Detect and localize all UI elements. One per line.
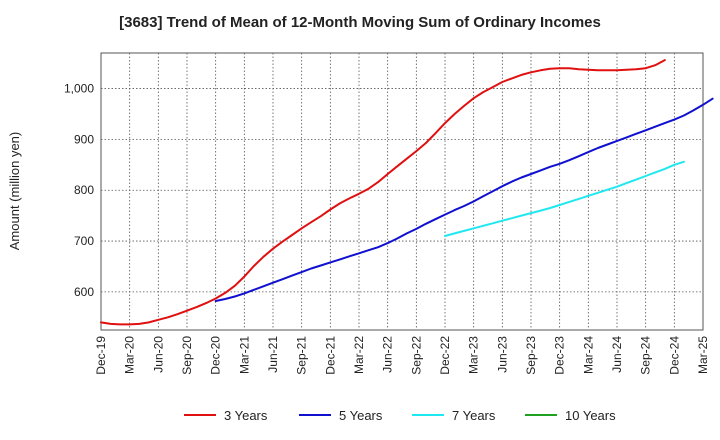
x-tick-label: Dec-24 xyxy=(667,336,681,375)
series-layer xyxy=(100,59,714,326)
y-tick-label: 600 xyxy=(74,285,94,299)
x-tick-label: Jun-23 xyxy=(495,336,509,373)
x-tick-label: Mar-23 xyxy=(467,336,481,374)
x-tick-label: Jun-21 xyxy=(266,336,280,373)
y-axis-title: Amount (million yen) xyxy=(7,132,22,251)
y-tick-label: 900 xyxy=(74,132,94,146)
x-tick-label: Dec-21 xyxy=(323,336,337,375)
x-tick-label: Mar-20 xyxy=(123,336,137,374)
x-tick-labels: Dec-19 Mar-20 Jun-20 Sep-20 Dec-20 Mar-21 Jun-… xyxy=(94,336,710,375)
x-tick-label: Jun-20 xyxy=(151,336,165,373)
x-tick-label: Mar-21 xyxy=(237,336,251,374)
y-tick-label: 800 xyxy=(74,183,94,197)
legend-label: 3 Years xyxy=(224,408,268,423)
x-tick-label: Sep-22 xyxy=(409,336,423,375)
legend: 3 Years 5 Years 7 Years 10 Years xyxy=(184,408,616,423)
series-line-7-years xyxy=(444,160,685,237)
x-tick-label: Sep-20 xyxy=(180,336,194,375)
x-tick-label: Sep-24 xyxy=(639,336,653,375)
plot-frame xyxy=(100,52,704,331)
x-tick-label: Dec-19 xyxy=(94,336,108,375)
series-line-5-years xyxy=(214,97,714,302)
y-tick-label: 1,000 xyxy=(64,82,94,96)
y-tick-label: 700 xyxy=(74,234,94,248)
x-tick-label: Jun-24 xyxy=(610,336,624,373)
x-tick-label: Dec-23 xyxy=(553,336,567,375)
x-tick-label: Sep-23 xyxy=(524,336,538,375)
x-tick-label: Mar-22 xyxy=(352,336,366,374)
x-tick-label: Sep-21 xyxy=(295,336,309,375)
legend-label: 7 Years xyxy=(452,408,496,423)
y-tick-labels: 600 700 800 900 1,000 xyxy=(64,82,94,299)
series-line-3-years xyxy=(100,59,666,326)
x-tick-label: Mar-24 xyxy=(581,336,595,374)
x-tick-label: Jun-22 xyxy=(381,336,395,373)
legend-label: 10 Years xyxy=(565,408,616,423)
legend-label: 5 Years xyxy=(339,408,383,423)
chart-title: [3683] Trend of Mean of 12-Month Moving … xyxy=(119,14,601,31)
x-tick-label: Mar-25 xyxy=(696,336,710,374)
x-tick-label: Dec-20 xyxy=(209,336,223,375)
x-tick-label: Dec-22 xyxy=(438,336,452,375)
grid-layer xyxy=(101,53,703,330)
